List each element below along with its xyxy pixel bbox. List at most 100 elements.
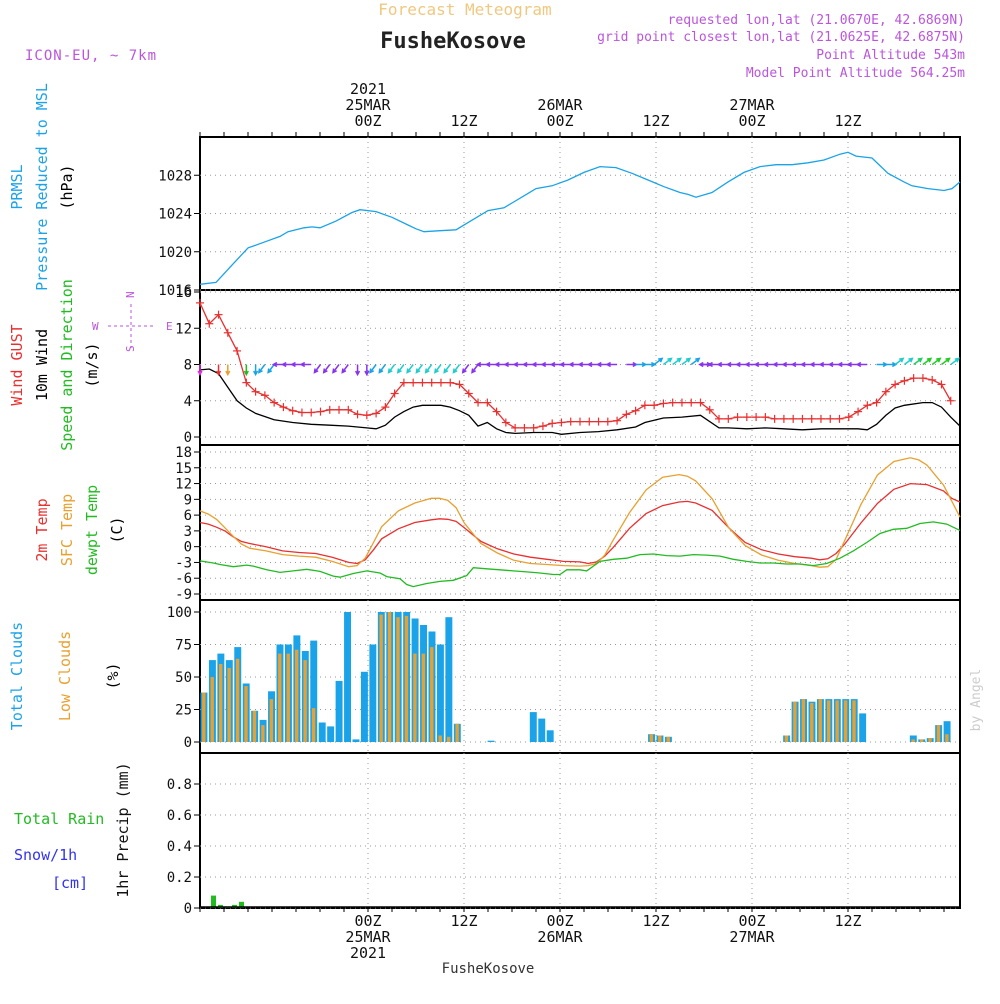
y-tick-label: 6: [184, 508, 192, 524]
total-cloud-bar: [445, 617, 453, 742]
series-line: [199, 302, 952, 429]
gust-point: [381, 403, 390, 412]
gust-point: [418, 378, 427, 387]
time-axis-label-top: 00Z: [546, 112, 573, 130]
wind-arrow-head: [790, 361, 797, 368]
wind-arrow: [322, 364, 331, 374]
wind-arrow-head: [494, 361, 500, 368]
gust-point: [474, 398, 483, 407]
gust-point: [715, 414, 724, 423]
y-tick-label: 0.2: [167, 870, 192, 886]
wind-arrow: [364, 364, 370, 377]
wind-arrow: [313, 364, 322, 374]
panel-label: Total Clouds: [8, 622, 26, 730]
wind-arrow-shaft: [434, 364, 442, 373]
wind-arrow: [626, 361, 638, 368]
gust-point: [576, 417, 584, 426]
wind-arrow-head: [837, 361, 843, 368]
gust-point: [946, 396, 955, 405]
wind-arrow-shaft: [415, 364, 424, 373]
wind-arrow-head: [926, 357, 933, 363]
y-tick-label: 0.4: [167, 839, 192, 855]
wind-arrow-head: [781, 361, 788, 368]
wind-arrow: [635, 361, 648, 368]
wind-arrow-head: [271, 361, 278, 368]
wind-arrow-shaft: [690, 357, 700, 366]
gust-point: [752, 413, 761, 422]
panel-label: (%): [104, 662, 122, 689]
wind-arrow-head: [341, 368, 347, 374]
gust-point: [205, 319, 214, 328]
time-axis-label-bottom: 26MAR: [537, 928, 583, 946]
footer-location: FusheKosove: [442, 961, 535, 977]
gust-point: [631, 406, 640, 415]
y-tick-label: -3: [175, 555, 192, 571]
gust-point: [214, 310, 223, 319]
wind-arrow-head: [354, 370, 361, 377]
panel-label: 2m Temp: [33, 498, 51, 561]
wind-arrow: [855, 361, 868, 368]
gust-point: [529, 423, 538, 432]
gust-point: [807, 414, 816, 423]
gust-point: [520, 423, 529, 432]
wind-arrow-head: [596, 361, 602, 368]
wind-arrow-head: [512, 361, 519, 368]
low-cloud-bar: [379, 614, 383, 742]
precip-legend-unit: [cm]: [52, 874, 88, 892]
model-label: ICON-EU, ~ 7km: [25, 48, 157, 64]
time-axis-label-top: 25MAR: [345, 96, 391, 114]
wind-arrow-head: [225, 370, 231, 377]
total-cloud-bar: [360, 671, 368, 742]
gust-point: [761, 413, 770, 422]
wind-arrow: [903, 357, 914, 366]
y-tick-label: 1028: [158, 168, 192, 184]
compass-e-label: E: [166, 320, 173, 333]
panel-label: SFC Temp: [58, 494, 76, 566]
low-cloud-bar: [936, 725, 941, 742]
wind-arrow: [424, 364, 433, 374]
gust-point: [779, 414, 788, 423]
time-axis-label-bottom: 12Z: [642, 912, 669, 930]
wind-arrow-head: [197, 370, 203, 377]
wind-arrow: [950, 357, 960, 366]
time-axis-label-bottom: 00Z: [354, 912, 381, 930]
wind-arrow-head: [253, 370, 259, 377]
panel-frame: [199, 752, 961, 909]
series-line: [199, 482, 961, 565]
wind-arrow-head: [461, 368, 467, 374]
gust-point: [863, 401, 872, 410]
gust-point: [251, 387, 260, 396]
wind-arrow: [197, 364, 203, 377]
low-cloud-bar: [945, 734, 949, 742]
rain-bar: [211, 895, 216, 908]
wind-arrow-head: [471, 368, 476, 374]
wind-arrow-shaft: [406, 364, 414, 373]
wind-arrow-shaft: [903, 357, 913, 366]
low-cloud-bar: [295, 649, 299, 742]
y-tick-label: 12: [175, 321, 192, 337]
total-cloud-bar: [352, 739, 360, 742]
total-cloud-bar: [369, 644, 377, 742]
gust-point: [835, 414, 844, 423]
wind-arrow-head: [475, 361, 482, 368]
gust-point: [233, 346, 242, 355]
gust-point: [733, 413, 742, 422]
wind-arrow-head: [954, 357, 960, 363]
low-cloud-bar: [793, 701, 797, 742]
series-line: [199, 151, 961, 285]
wind-arrow-head: [215, 370, 222, 377]
wind-arrow-head: [415, 368, 421, 374]
gust-point: [511, 423, 520, 432]
precip-axis-label: 1hr Precip (mm): [114, 762, 132, 897]
wind-arrow: [471, 364, 479, 374]
time-axis-label-bottom: 2021: [350, 944, 386, 962]
low-cloud-bar: [311, 708, 316, 742]
wind-arrow-head: [531, 361, 537, 368]
gust-point: [826, 414, 835, 423]
gust-point: [677, 398, 686, 407]
wind-arrow-head: [809, 361, 815, 368]
wind-arrow: [243, 364, 249, 377]
panel-label: (hPa): [58, 164, 76, 209]
time-axis-label-top: 12Z: [450, 112, 477, 130]
gust-point: [279, 403, 288, 412]
